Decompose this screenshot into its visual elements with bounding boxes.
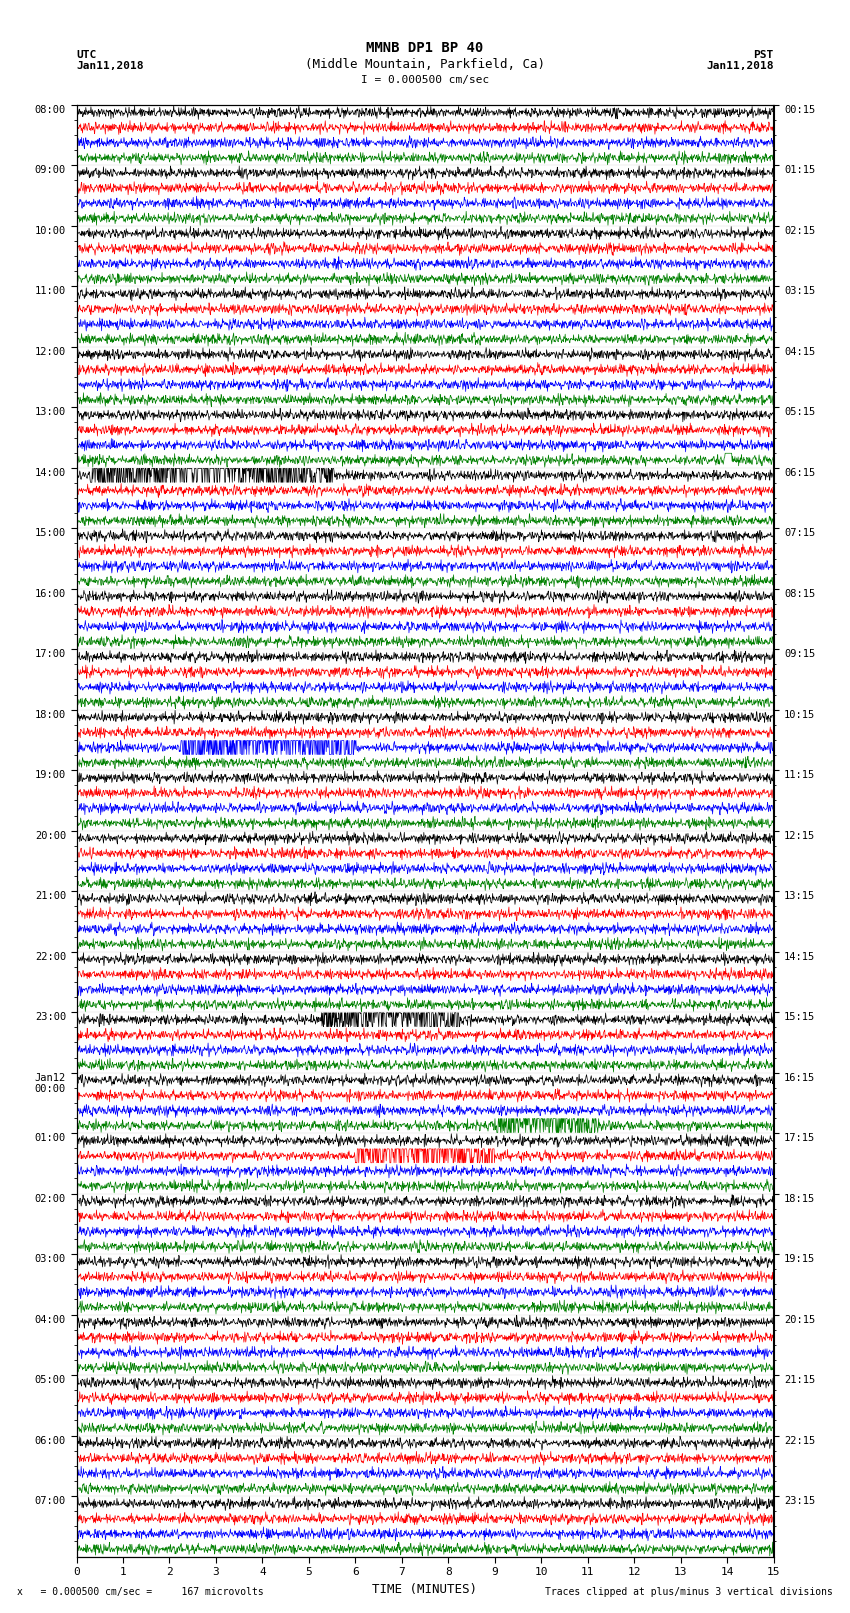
- Text: UTC: UTC: [76, 50, 97, 60]
- Text: I = 0.000500 cm/sec: I = 0.000500 cm/sec: [361, 76, 489, 85]
- Text: Traces clipped at plus/minus 3 vertical divisions: Traces clipped at plus/minus 3 vertical …: [545, 1587, 833, 1597]
- Text: PST: PST: [753, 50, 774, 60]
- Text: x   = 0.000500 cm/sec =     167 microvolts: x = 0.000500 cm/sec = 167 microvolts: [17, 1587, 264, 1597]
- Text: Jan11,2018: Jan11,2018: [76, 61, 144, 71]
- Text: (Middle Mountain, Parkfield, Ca): (Middle Mountain, Parkfield, Ca): [305, 58, 545, 71]
- X-axis label: TIME (MINUTES): TIME (MINUTES): [372, 1582, 478, 1595]
- Text: MMNB DP1 BP 40: MMNB DP1 BP 40: [366, 40, 484, 55]
- Text: Jan11,2018: Jan11,2018: [706, 61, 774, 71]
